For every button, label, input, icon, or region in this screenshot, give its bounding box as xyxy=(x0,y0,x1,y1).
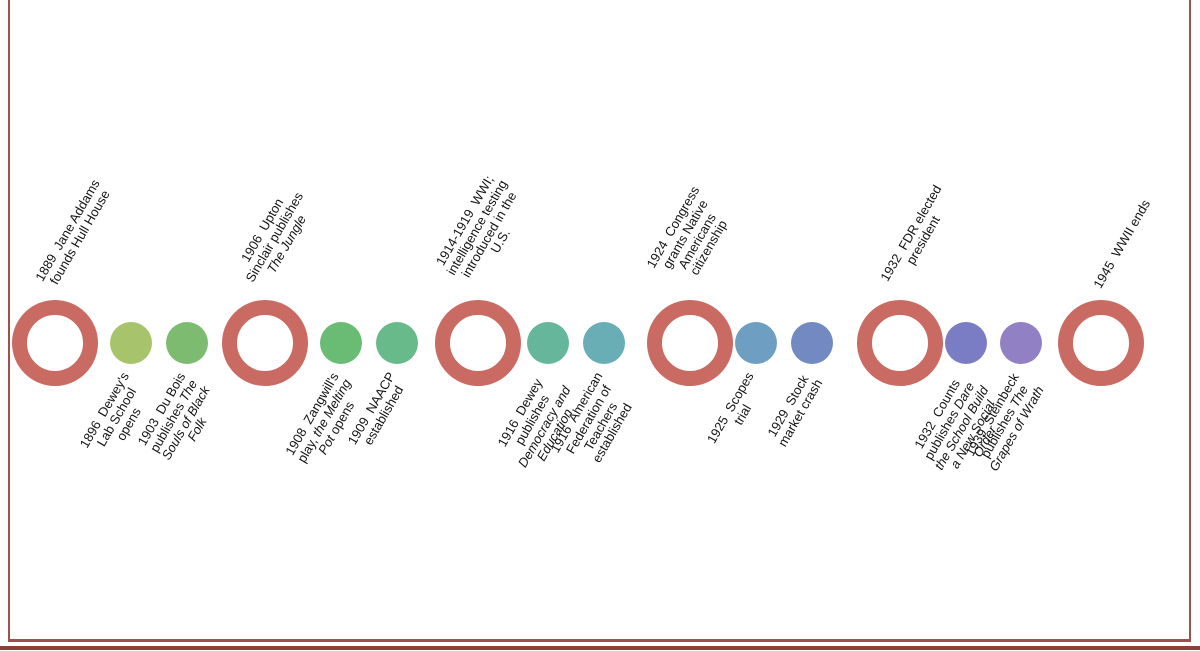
major-event-ring xyxy=(222,300,308,386)
minor-event-dot xyxy=(583,322,625,364)
minor-event-dot xyxy=(376,322,418,364)
minor-event-dot xyxy=(320,322,362,364)
plot-border xyxy=(8,0,1191,642)
major-event-ring xyxy=(435,300,521,386)
minor-event-dot xyxy=(791,322,833,364)
minor-event-dot xyxy=(945,322,987,364)
major-event-ring xyxy=(647,300,733,386)
minor-event-dot xyxy=(110,322,152,364)
major-event-ring xyxy=(12,300,98,386)
minor-event-dot xyxy=(735,322,777,364)
figure-bottom-edge xyxy=(0,646,1200,650)
minor-event-dot xyxy=(1000,322,1042,364)
minor-event-dot xyxy=(527,322,569,364)
major-event-ring xyxy=(857,300,943,386)
major-event-ring xyxy=(1058,300,1144,386)
minor-event-dot xyxy=(166,322,208,364)
